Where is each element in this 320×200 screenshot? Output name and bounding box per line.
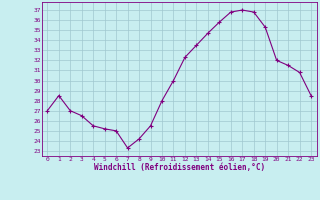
X-axis label: Windchill (Refroidissement éolien,°C): Windchill (Refroidissement éolien,°C) xyxy=(94,163,265,172)
